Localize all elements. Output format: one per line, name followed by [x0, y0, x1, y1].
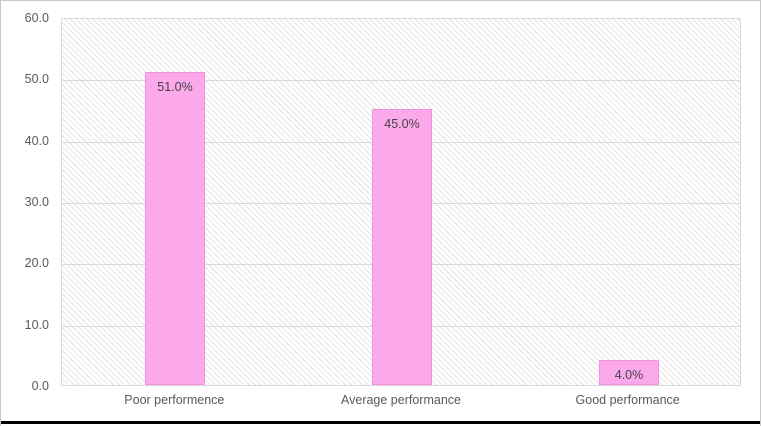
bar: 45.0% — [372, 109, 432, 385]
bar-value-label: 51.0% — [157, 80, 193, 94]
y-tick-label: 60.0 — [24, 11, 49, 25]
bottom-border-line — [1, 421, 760, 424]
y-tick-label: 40.0 — [24, 133, 49, 148]
x-category-label: Good performance — [575, 393, 680, 407]
plot-area: 51.0% 45.0% 4.0% — [61, 18, 741, 386]
x-category-label: Poor performence — [124, 393, 225, 407]
bar-value-label: 4.0% — [614, 368, 644, 382]
gridline — [62, 80, 740, 82]
bar: 4.0% — [599, 360, 659, 385]
y-tick-label: 0.0 — [31, 379, 49, 393]
bar: 51.0% — [145, 72, 205, 385]
x-category-label: Average performance — [341, 393, 461, 407]
y-tick-label: 20.0 — [24, 256, 49, 271]
y-tick-label: 50.0 — [24, 72, 49, 87]
bar-value-label: 45.0% — [384, 117, 420, 131]
y-tick-label: 10.0 — [24, 317, 49, 332]
y-tick-label: 30.0 — [24, 195, 49, 209]
